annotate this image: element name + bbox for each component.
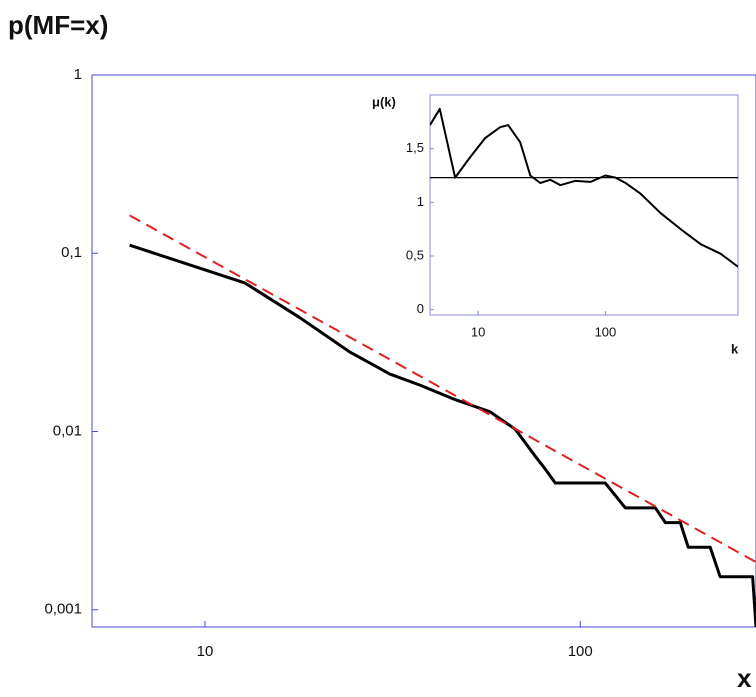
x-tick-label: 10 [197, 643, 214, 660]
x-tick-label: 10 [471, 324, 485, 339]
x-axis-label: x [737, 663, 752, 693]
y-tick-label: 1 [74, 66, 82, 83]
inset-y-axis-label: μ(k) [372, 94, 396, 109]
x-tick-label: 100 [568, 643, 593, 660]
y-tick-label: 0,5 [406, 247, 424, 262]
data-line [129, 243, 756, 627]
inset-background [430, 95, 738, 315]
y-tick-label: 1,5 [406, 140, 424, 155]
data-line [129, 214, 756, 563]
x-tick-label: 100 [595, 324, 617, 339]
data-line [430, 107, 738, 268]
inset-x-axis-label: k [731, 341, 739, 356]
y-tick-label: 0,01 [53, 422, 82, 439]
plot-area [129, 214, 756, 627]
y-tick-label: 0 [417, 301, 424, 316]
y-tick-label: 1 [417, 194, 424, 209]
y-tick-label: 0,001 [44, 601, 82, 618]
plot-frame [429, 94, 739, 316]
y-tick-label: 0,1 [61, 244, 82, 261]
plot-frame [91, 74, 756, 628]
plot-area [430, 107, 738, 268]
y-axis-label: p(MF=x) [8, 10, 108, 40]
